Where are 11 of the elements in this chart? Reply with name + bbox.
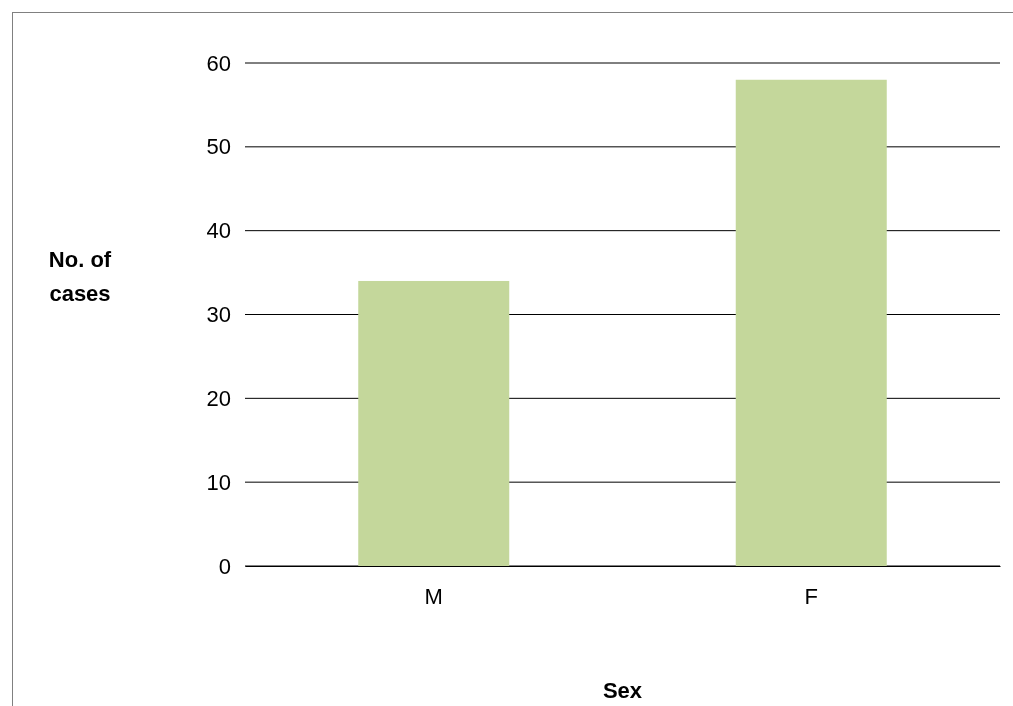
x-tick-label: M [424,583,443,609]
y-axis-title: No. of cases [48,247,112,306]
y-tick-label: 50 [206,134,231,160]
x-tick-label: F [804,583,818,609]
y-tick-label: 30 [206,302,231,328]
y-tick-label: 40 [206,218,231,244]
y-tick-label: 10 [206,469,231,495]
y-tick-label: 20 [206,385,231,411]
y-tick-label: 0 [218,553,231,579]
x-axis-title: Sex [602,678,643,703]
y-tick-label: 60 [206,50,231,76]
